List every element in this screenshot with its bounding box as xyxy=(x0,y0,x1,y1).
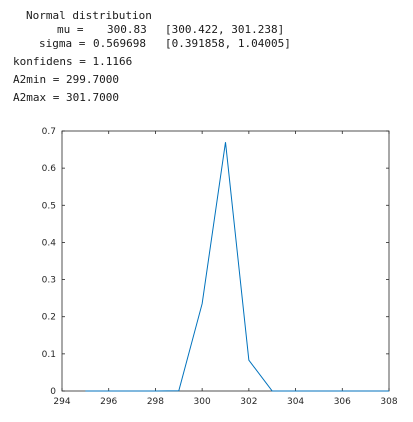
fit-title: Normal distribution xyxy=(26,9,152,22)
axes-frame xyxy=(61,130,390,392)
y-tick-label: 0.7 xyxy=(42,127,56,137)
x-tick-label: 308 xyxy=(380,397,397,407)
y-tick-label: 0.1 xyxy=(42,350,56,360)
x-tick-label: 302 xyxy=(240,397,257,407)
sigma-confidence-interval: [0.391858, 1.04005] xyxy=(165,37,291,50)
mu-value: 300.83 xyxy=(107,23,147,36)
mu-confidence-interval: [300.422, 301.238] xyxy=(165,23,285,36)
y-tick-label: 0.6 xyxy=(42,164,57,174)
x-tick-label: 304 xyxy=(287,397,304,407)
y-tick-label: 0.2 xyxy=(42,313,56,323)
x-tick-label: 294 xyxy=(53,397,70,407)
x-tick-label: 300 xyxy=(194,397,211,407)
y-tick-label: 0.4 xyxy=(42,238,57,248)
y-tick-label: 0.3 xyxy=(42,276,56,286)
a2max-line: A2max = 301.7000 xyxy=(13,91,119,104)
konfidens-line: konfidens = 1.1166 xyxy=(13,55,133,68)
mu-label: mu = xyxy=(57,23,84,36)
x-tick-label: 296 xyxy=(100,397,117,407)
sigma-label: sigma = xyxy=(39,37,86,50)
series-line xyxy=(85,142,389,392)
plot-area: 294 296 298 300 302 304 306 308 0 0.1 0.2 0.3 0.4 0.5… xyxy=(42,127,398,407)
sigma-value: 0.569698 xyxy=(93,37,146,50)
x-tick-label: 306 xyxy=(334,397,351,407)
x-tick-label: 298 xyxy=(147,397,164,407)
y-tick-label: 0.5 xyxy=(42,201,56,211)
y-tick-label: 0 xyxy=(50,387,56,397)
a2min-line: A2min = 299.7000 xyxy=(13,73,119,86)
